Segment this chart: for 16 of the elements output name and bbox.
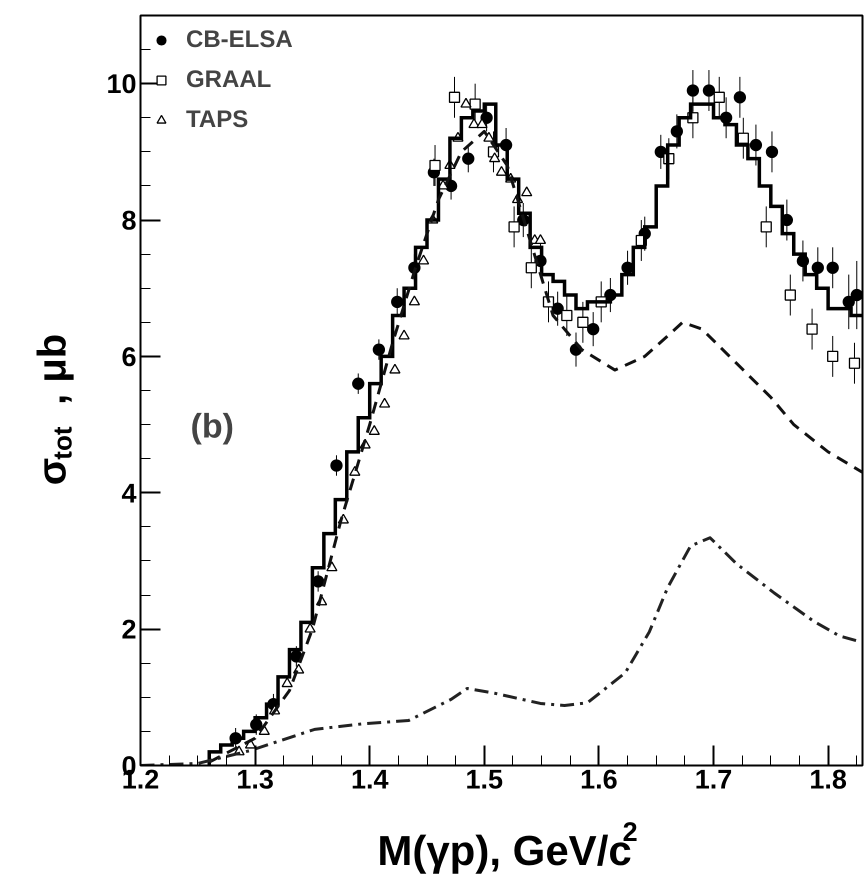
y-tick-label: 10: [106, 69, 137, 100]
x-tick-label: 1.5: [466, 764, 504, 794]
y-tick-label: 8: [121, 206, 137, 236]
y-axis-title: σtot , μb: [30, 334, 78, 486]
y-tick-label: 2: [121, 614, 137, 645]
y-tick-label: 4: [121, 478, 137, 508]
y-tick-label: 6: [121, 342, 137, 372]
annotation: (b): [190, 408, 234, 446]
x-tick-label: 1.8: [809, 764, 847, 794]
legend-label: CB-ELSA: [186, 26, 293, 54]
x-tick-label: 1.3: [236, 764, 274, 794]
legend-label: GRAAL: [186, 66, 272, 94]
x-tick-label: 1.4: [350, 764, 388, 794]
x-tick-label: 1.6: [580, 764, 618, 794]
legend-label: TAPS: [186, 106, 248, 134]
x-tick-label: 1.7: [694, 764, 732, 794]
